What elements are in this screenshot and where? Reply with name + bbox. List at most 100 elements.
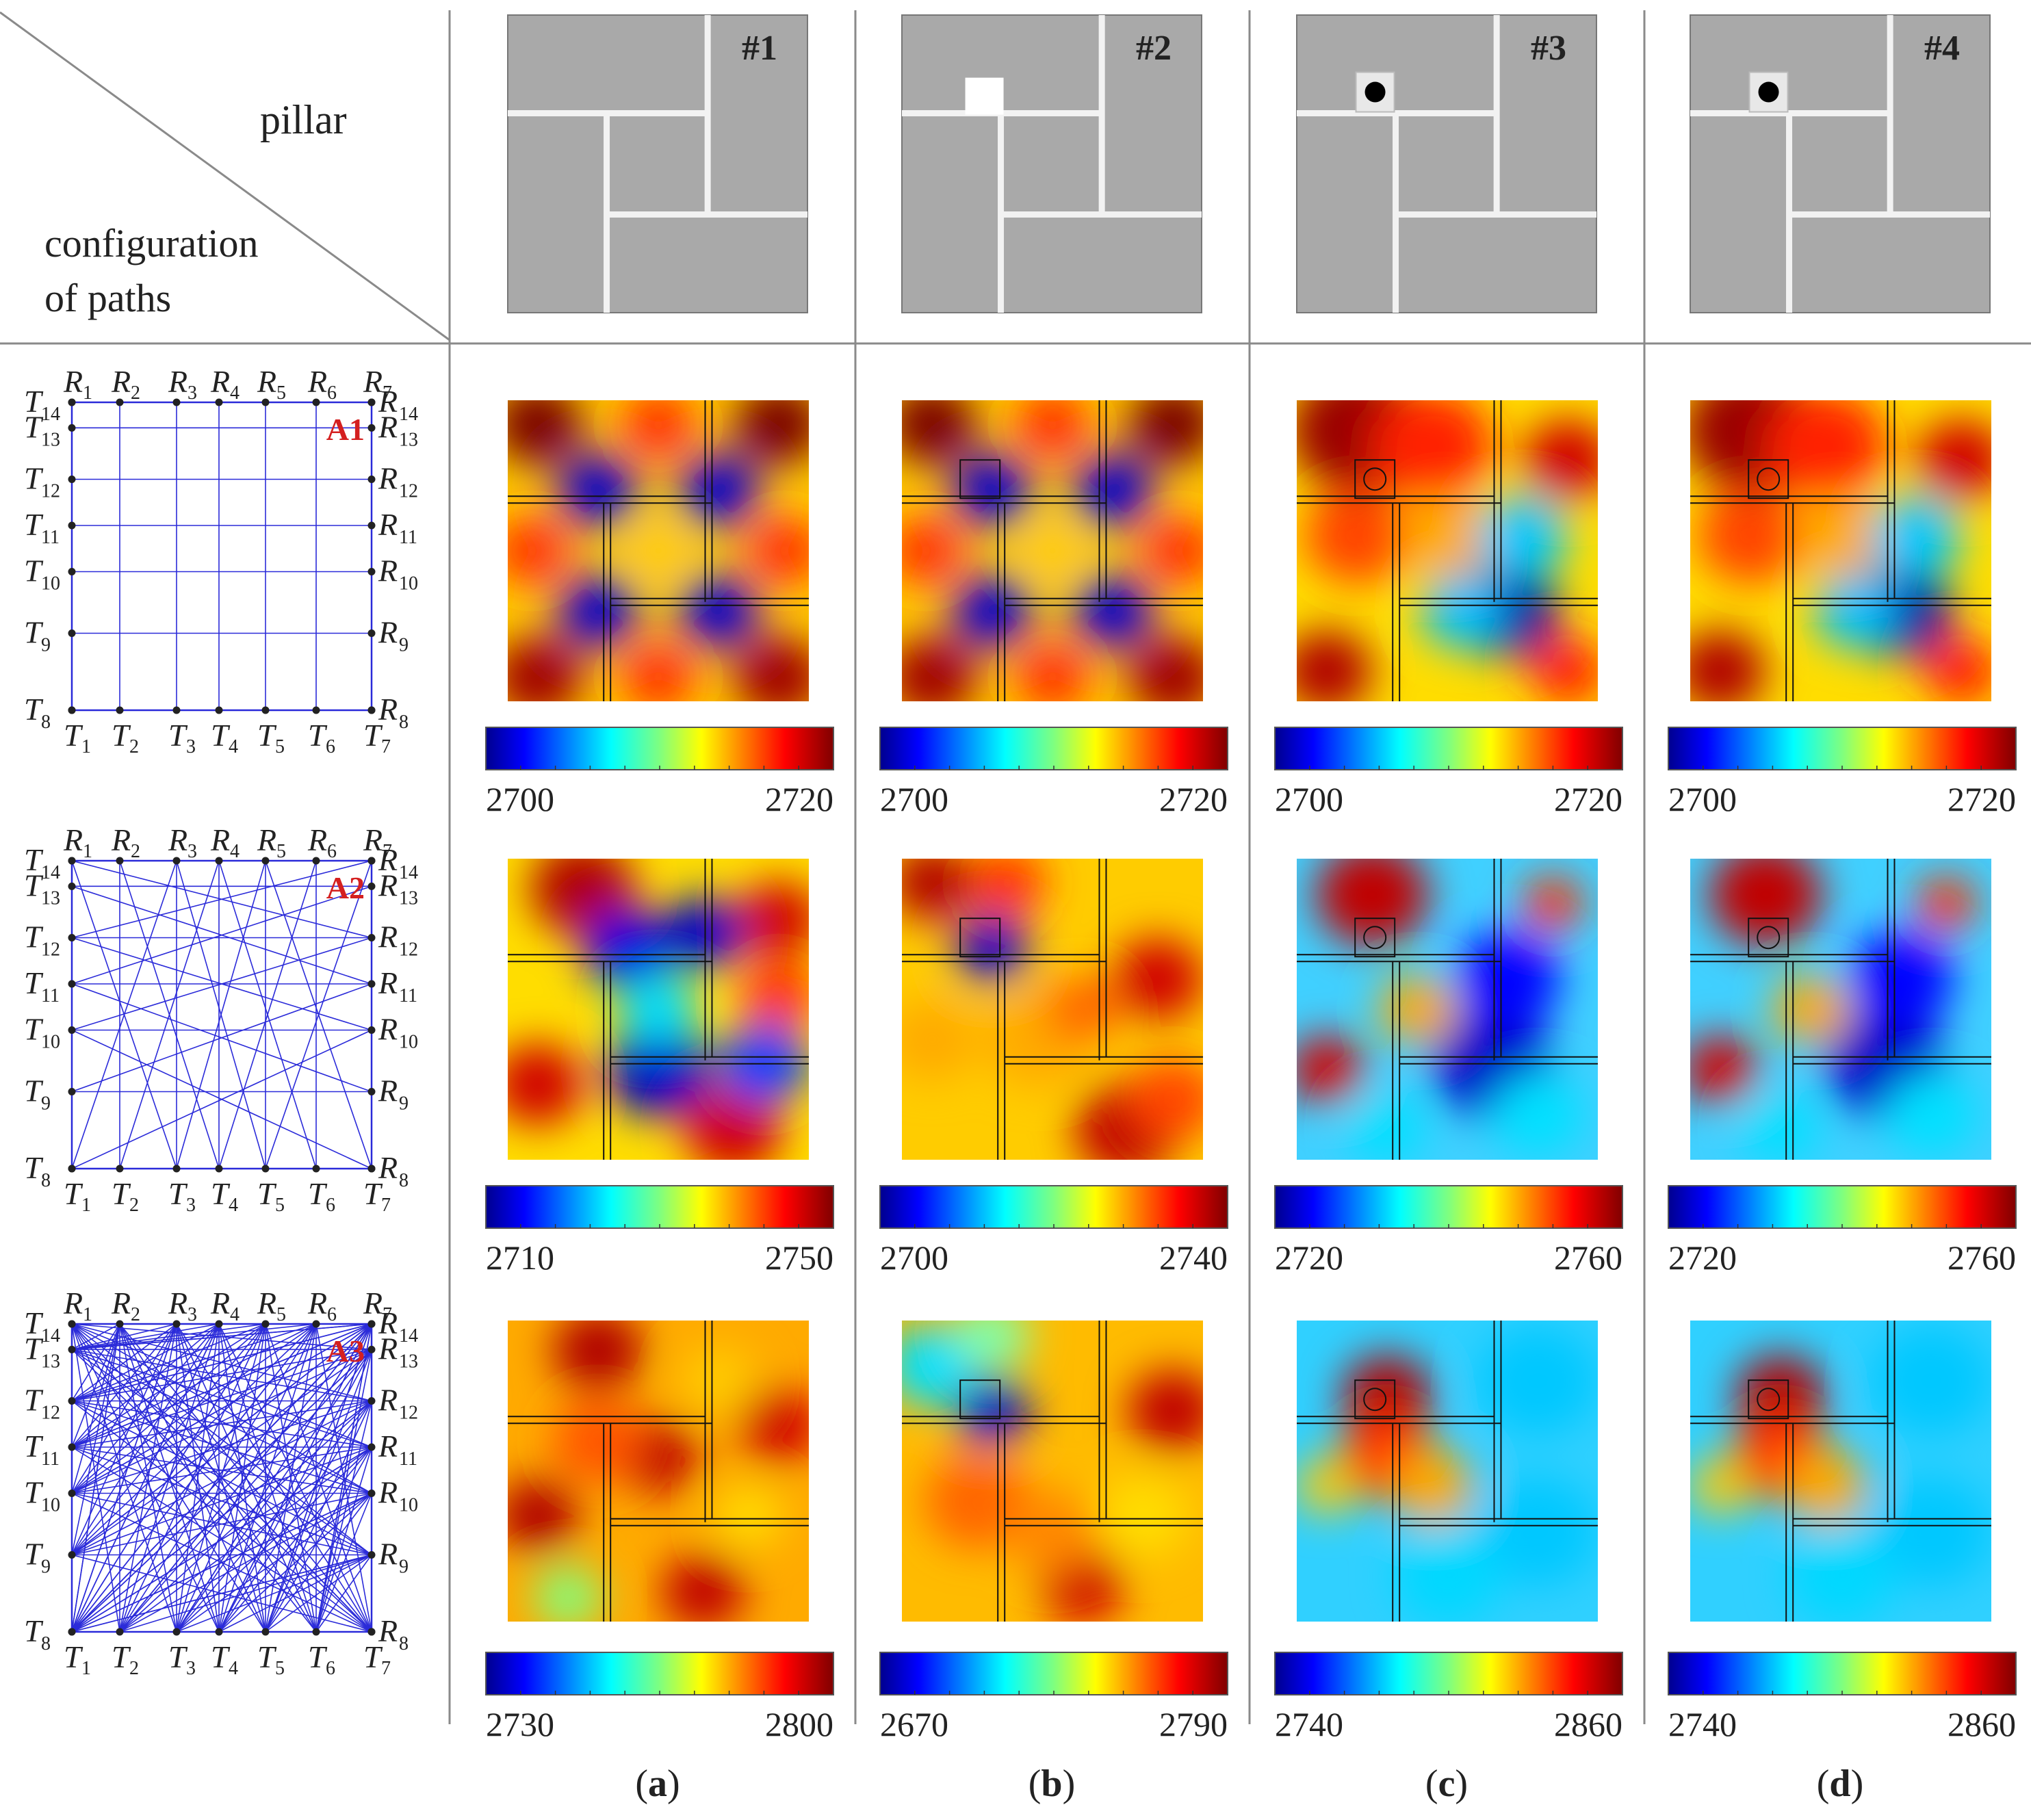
path-line — [315, 1323, 372, 1633]
path-line — [119, 1400, 372, 1633]
transmitter-bottom-label: T — [64, 1639, 83, 1674]
transmitter-left-label: T — [24, 1074, 44, 1108]
receiver-right-index: 10 — [399, 1032, 418, 1053]
heatmap-blob — [1421, 573, 1504, 649]
transmitter-left-index: 14 — [41, 404, 60, 425]
heatmap-blob — [583, 908, 673, 990]
heatmap-blobs — [1297, 400, 1598, 701]
receiver-right-label: R — [378, 1383, 398, 1418]
transmitter-bottom-label: T — [112, 1176, 131, 1211]
heatmap-blob — [737, 1388, 809, 1464]
receiver-top-label: R — [257, 364, 276, 399]
transmitter-left-index: 14 — [41, 1325, 60, 1347]
colorbar-min-label: 2700 — [1275, 780, 1343, 818]
heatmap-blob — [1916, 419, 1991, 502]
transmitter-bottom-index: 7 — [381, 1195, 391, 1216]
path-line — [71, 1323, 266, 1633]
path-line — [71, 1323, 120, 1494]
node — [367, 1165, 376, 1173]
receiver-right-index: 9 — [399, 635, 409, 656]
node — [215, 1165, 223, 1173]
nodes — [68, 857, 376, 1173]
transmitter-left-index: 11 — [41, 985, 60, 1006]
transmitter-left-index: 13 — [41, 1351, 60, 1372]
heatmap-blob — [662, 1554, 745, 1622]
heatmap-blob — [1690, 1035, 1758, 1104]
node — [367, 1443, 376, 1451]
receiver-right-label: R — [378, 1429, 398, 1464]
pillar-outline — [1354, 459, 1396, 499]
pillar-circle-outline — [1757, 926, 1781, 950]
node — [68, 1551, 76, 1559]
receiver-right-label: R — [378, 1305, 398, 1340]
transmitter-left-label: T — [24, 842, 44, 877]
colorbar-max-label: 2760 — [1554, 1238, 1622, 1277]
node — [215, 1628, 223, 1636]
transmitter-bottom-label: T — [112, 1639, 131, 1674]
heatmap-blob — [955, 1321, 1030, 1370]
path-line — [71, 1323, 177, 1633]
path-line — [71, 1492, 372, 1633]
receiver-right-label: R — [378, 868, 398, 902]
wall-overlay — [1297, 859, 1598, 1160]
node — [172, 1320, 181, 1328]
node — [312, 1628, 320, 1636]
colorbar-max-label: 2720 — [1554, 780, 1622, 818]
node — [367, 521, 376, 530]
wall-overlay — [1690, 400, 1991, 701]
node — [172, 857, 181, 865]
heatmap-blob — [1015, 400, 1090, 459]
heatmap-blob — [1297, 1459, 1357, 1513]
receiver-top-label: R — [111, 822, 131, 857]
transmitter-bottom-index: 5 — [275, 1658, 285, 1679]
nodes — [68, 1320, 376, 1636]
colorbar-max-label: 2860 — [1948, 1705, 2016, 1743]
heatmap-blob — [606, 1022, 711, 1117]
heatmap-blobs — [902, 1321, 1203, 1622]
heatmap-blob — [628, 523, 688, 578]
path-line — [71, 1323, 120, 1555]
path-line — [71, 1323, 220, 1402]
heatmap-blob — [1784, 1448, 1867, 1524]
heatmap-blob — [955, 915, 1030, 983]
node — [215, 706, 223, 714]
configuration-id-label: A1 — [326, 412, 365, 447]
heatmap-blob — [1477, 495, 1568, 577]
heatmap-field — [508, 859, 809, 1160]
receiver-top-label: R — [168, 822, 187, 857]
heatmap-blob — [1071, 453, 1154, 528]
transmitter-bottom-index: 4 — [229, 1195, 238, 1216]
heatmap-blob — [1395, 1529, 1500, 1622]
receiver-top-index: 7 — [383, 1304, 392, 1325]
heatmap-A2-#2 — [902, 859, 1203, 1160]
heatmap-blob — [1113, 938, 1203, 1020]
transmitter-bottom-label: T — [168, 1639, 188, 1674]
paren-open: ( — [1817, 1763, 1830, 1805]
pillar-outline — [1296, 14, 1597, 313]
letter: a — [648, 1763, 667, 1805]
heatmap-field — [508, 1321, 809, 1622]
receiver-right-label: R — [378, 409, 398, 444]
path-line — [71, 1029, 372, 1169]
wall-overlay — [902, 1321, 1203, 1622]
heatmap-blob — [508, 517, 570, 585]
receiver-right-index: 8 — [399, 1170, 409, 1191]
pillar-schematic-3: #3 — [1296, 14, 1597, 313]
heatmap-blob — [1349, 1095, 1425, 1160]
path-line — [315, 1493, 372, 1633]
heatmap-blob — [1709, 859, 1822, 946]
path-line — [176, 1554, 372, 1633]
paren-close: ) — [1063, 1763, 1076, 1805]
transmitter-bottom-label: T — [257, 1639, 277, 1674]
path-line — [71, 1323, 266, 1402]
path-line — [71, 1349, 372, 1633]
receiver-top-index: 5 — [276, 841, 286, 862]
node — [68, 1490, 76, 1497]
heatmap-field — [1690, 1321, 1991, 1622]
receiver-top-label: R — [111, 1286, 131, 1321]
node — [367, 1320, 376, 1328]
heatmap-blob — [556, 453, 640, 528]
receiver-right-index: 9 — [399, 1093, 409, 1115]
path-line — [176, 860, 266, 1169]
